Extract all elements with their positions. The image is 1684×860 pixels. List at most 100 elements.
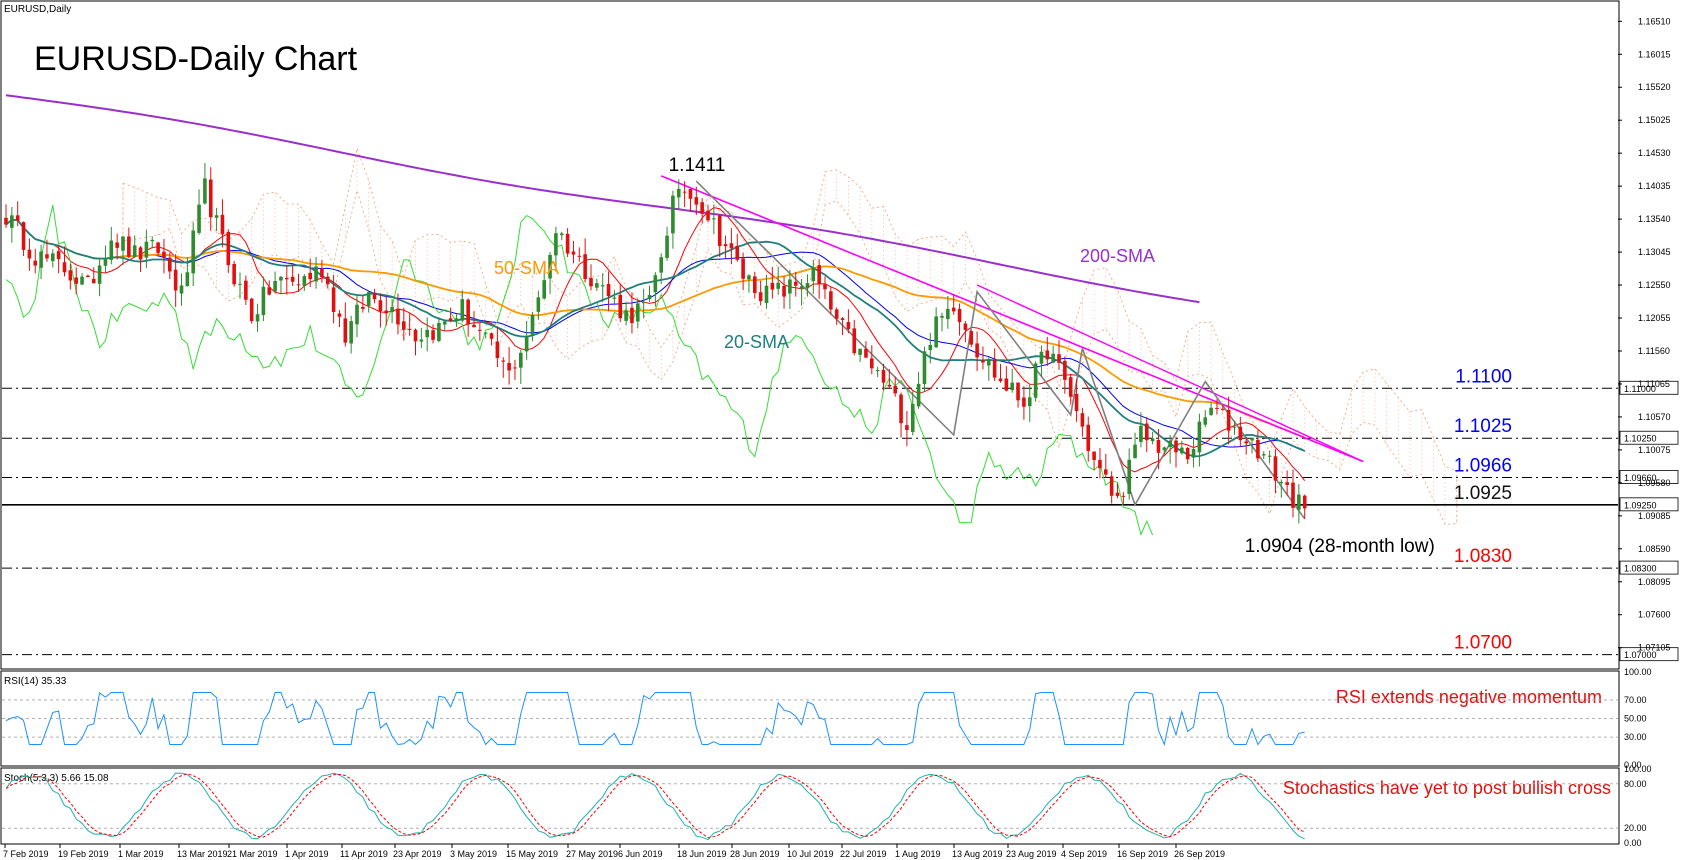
candle-body (922, 351, 927, 384)
price-tick-label: 1.13045 (1638, 247, 1671, 257)
candle-body (337, 313, 342, 317)
candle-body (1139, 425, 1143, 442)
candle-body (1074, 393, 1079, 412)
candle-body (1045, 350, 1050, 360)
price-tick-label: 1.10570 (1638, 412, 1671, 422)
price-tick-label: 1.15025 (1638, 115, 1671, 125)
time-tick-label: 23 Apr 2019 (393, 849, 442, 859)
time-tick-label: 16 Sep 2019 (1117, 849, 1168, 859)
candle-body (214, 215, 219, 218)
candle-body (846, 322, 851, 329)
level-label: 1.1100 (1455, 366, 1512, 387)
candle-body (823, 284, 827, 290)
candle-body (1244, 441, 1248, 444)
time-tick-label: 1 Mar 2019 (118, 849, 164, 859)
candle-body (115, 242, 119, 248)
candle-body (355, 304, 359, 325)
candle-body (934, 316, 938, 348)
price-tick-label: 1.09085 (1638, 511, 1671, 521)
candle-body (1162, 447, 1167, 451)
candle-body (987, 359, 991, 366)
candle-body (97, 265, 102, 284)
candle-body (817, 265, 821, 284)
sma20-label: 20-SMA (724, 332, 789, 352)
candle-body (864, 348, 868, 358)
candle-body (671, 195, 675, 234)
candle-body (1092, 451, 1096, 460)
candle-body (267, 287, 272, 295)
candle-body (507, 362, 511, 371)
rsi-tick-label: 0.00 (1624, 760, 1642, 770)
candle-body (910, 403, 915, 432)
candle-body (700, 202, 704, 214)
stoch-tick-label: 100.00 (1624, 764, 1652, 774)
candle-body (688, 188, 693, 199)
candle-body (325, 276, 330, 285)
price-tick-label: 1.11065 (1638, 379, 1670, 389)
time-tick-label: 11 Apr 2019 (340, 849, 388, 859)
candle-body (559, 233, 564, 236)
candle-body (1197, 421, 1202, 453)
level-axis-value: 1.09250 (1624, 500, 1657, 510)
candle-body (1285, 482, 1289, 485)
candle-body (279, 276, 283, 281)
stoch-tick-label: 20.00 (1624, 823, 1647, 833)
candle-body (273, 281, 277, 292)
candle-body (419, 339, 424, 342)
candle-body (712, 218, 716, 220)
candle-body (302, 276, 307, 286)
candle-body (103, 259, 108, 266)
candle-body (1104, 469, 1108, 475)
candle-body (524, 336, 529, 352)
candle-body (682, 191, 687, 193)
candle-body (1063, 360, 1067, 380)
time-tick-label: 23 Aug 2019 (1006, 849, 1057, 859)
candle-body (881, 369, 886, 383)
symbol-label: EURUSD,Daily (4, 4, 71, 15)
candle-body (1039, 351, 1044, 364)
candle-body (1121, 495, 1126, 497)
time-tick-label: 22 Jul 2019 (840, 849, 887, 859)
candle-body (840, 318, 845, 320)
support-resistance-levels: 1.1100 1.1025 1.0966 1.0925 1.0830 1.0700 (2, 366, 1618, 656)
candle-body (173, 269, 178, 291)
candle-body (238, 283, 242, 285)
candle-body (4, 217, 8, 225)
candle-body (478, 329, 482, 331)
candle-body (676, 188, 681, 198)
rsi-pane-frame (0, 670, 1620, 767)
candle-body (156, 242, 160, 253)
price-tick-label: 1.16510 (1638, 16, 1671, 26)
candle-body (548, 254, 552, 279)
candle-body (244, 280, 248, 300)
candle-body (589, 277, 593, 287)
candle-body (969, 330, 974, 345)
candle-body (495, 341, 500, 359)
candle-body (612, 297, 617, 299)
level-axis-value: 1.10250 (1624, 434, 1657, 444)
candle-body (753, 276, 757, 293)
time-tick-label: 15 May 2019 (506, 849, 558, 859)
candle-body (314, 266, 318, 282)
candle-body (1279, 481, 1284, 484)
candle-body (805, 283, 810, 289)
candle-body (121, 236, 125, 251)
time-tick-label: 28 Jun 2019 (730, 849, 780, 859)
candle-body (1256, 439, 1260, 459)
candle-body (1057, 354, 1061, 363)
candle-body (343, 318, 348, 343)
candle-body (261, 286, 266, 316)
candle-body (396, 308, 400, 325)
candle-body (1068, 377, 1073, 397)
candle-body (595, 283, 599, 288)
candle-body (998, 378, 1003, 382)
price-tick-label: 1.15520 (1638, 82, 1671, 92)
candle-body (62, 262, 67, 273)
main-pane-frame (0, 0, 1620, 670)
time-tick-label: 6 Jun 2019 (618, 849, 663, 859)
sma50-label: 50-SMA (494, 258, 559, 278)
candle-body (799, 286, 804, 290)
candle-body (74, 277, 78, 284)
price-tick-label: 1.13540 (1638, 214, 1671, 224)
